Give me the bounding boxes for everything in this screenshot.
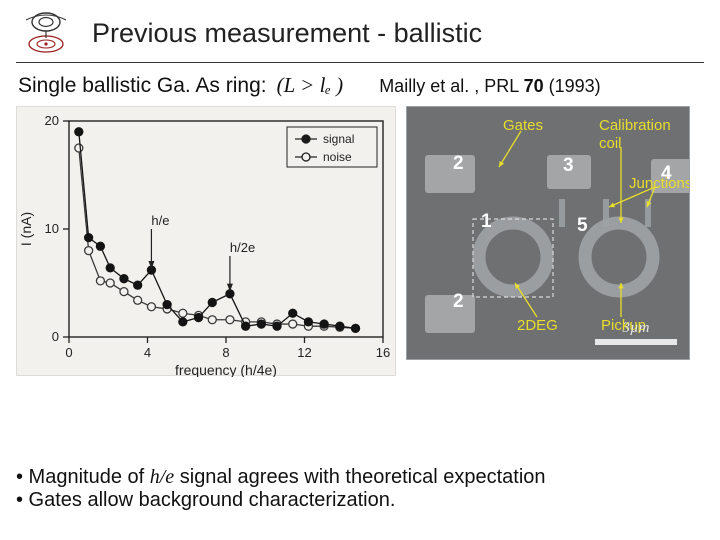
svg-text:signal: signal xyxy=(323,132,354,146)
svg-text:20: 20 xyxy=(45,113,59,128)
svg-text:2: 2 xyxy=(453,153,464,174)
label-junctions: Junctions xyxy=(629,175,690,192)
divider xyxy=(16,62,704,63)
svg-text:frequency (h/4e): frequency (h/4e) xyxy=(175,362,277,377)
svg-text:4: 4 xyxy=(144,345,151,360)
label-2deg: 2DEG xyxy=(517,317,558,334)
subtitle-formula: (L > lₑ ) xyxy=(277,73,344,98)
bullet-1-it: h/e xyxy=(150,466,174,488)
svg-text:8: 8 xyxy=(222,345,229,360)
cite-post: (1993) xyxy=(544,76,601,96)
svg-text:3: 3 xyxy=(563,155,574,176)
logo-icon xyxy=(14,8,78,58)
bullet-1-pre: • Magnitude of xyxy=(16,466,150,488)
label-coil: coil xyxy=(599,135,622,152)
bullet-1-post: signal agrees with theoretical expectati… xyxy=(174,466,545,488)
subtitle-prefix: Single ballistic Ga. As ring: xyxy=(18,74,267,98)
svg-text:0: 0 xyxy=(52,329,59,344)
svg-text:I (nA): I (nA) xyxy=(18,212,34,246)
svg-text:5: 5 xyxy=(577,215,588,236)
svg-text:10: 10 xyxy=(45,221,59,236)
svg-text:1: 1 xyxy=(481,211,492,232)
svg-text:0: 0 xyxy=(65,345,72,360)
scale-bar: 3µm xyxy=(595,320,677,345)
sem-micrograph: 234152 Gates Calibration coil Junctions … xyxy=(406,106,690,360)
header: Previous measurement - ballistic xyxy=(0,0,720,62)
subtitle-row: Single ballistic Ga. As ring: (L > lₑ ) … xyxy=(0,73,720,98)
cite-pre: Mailly et al. , PRL xyxy=(379,76,523,96)
svg-text:2: 2 xyxy=(453,291,464,312)
cite-vol: 70 xyxy=(524,76,544,96)
svg-text:h/2e: h/2e xyxy=(230,240,255,255)
bullet-2: • Gates allow background characterizatio… xyxy=(16,489,704,512)
label-calibration: Calibration xyxy=(599,117,671,134)
bullet-1: • Magnitude of h/e signal agrees with th… xyxy=(16,466,704,489)
signal-noise-chart: 0 4 8 12 16 0 10 20 frequency (h/4e) I (nA) h/e h/2… xyxy=(16,106,396,376)
svg-text:h/e: h/e xyxy=(151,213,169,228)
page-title: Previous measurement - ballistic xyxy=(92,18,482,49)
figures-row: 048121601020frequency (h/4e)I (nA)h/eh/2… xyxy=(0,98,720,376)
svg-text:16: 16 xyxy=(376,345,390,360)
svg-text:12: 12 xyxy=(297,345,311,360)
scale-bar-text: 3µm xyxy=(623,320,650,337)
svg-text:noise: noise xyxy=(323,150,352,164)
scale-bar-line xyxy=(595,339,677,345)
citation: Mailly et al. , PRL 70 (1993) xyxy=(379,76,600,97)
label-gates: Gates xyxy=(503,117,543,134)
bullet-2-pre: • Gates allow background characterizatio… xyxy=(16,489,395,511)
bullet-list: • Magnitude of h/e signal agrees with th… xyxy=(16,466,704,512)
